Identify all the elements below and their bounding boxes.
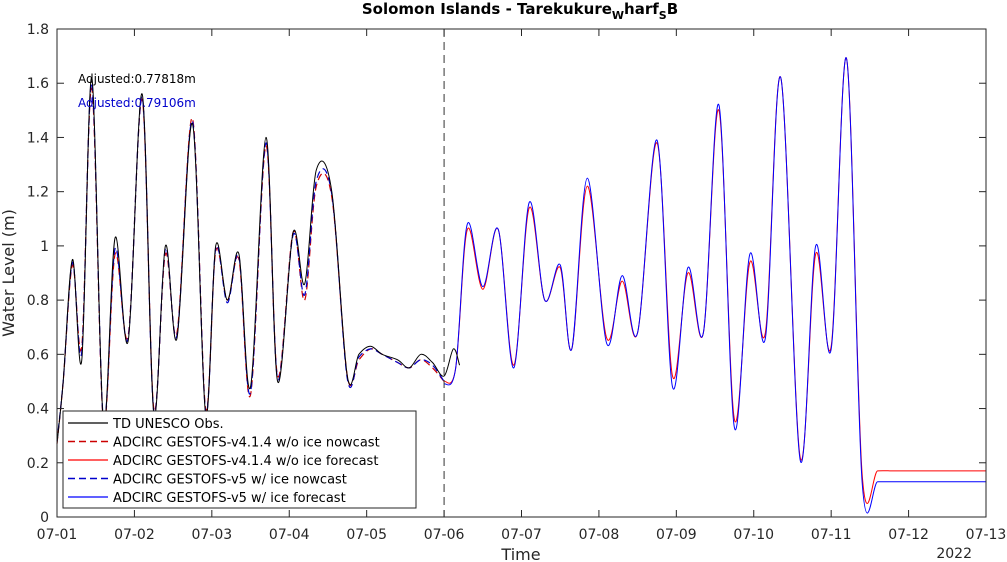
y-tick-label: 0.2 <box>27 456 49 472</box>
title-part: S <box>659 9 667 22</box>
y-axis-label: Water Level (m) <box>0 209 18 337</box>
series-line-3 <box>56 82 445 442</box>
adjusted-annotation-1: Adjusted:0.77818m <box>78 72 196 86</box>
x-tick-label: 07-08 <box>579 527 620 543</box>
y-tick-label: 1.6 <box>27 76 49 92</box>
y-tick-label: 0 <box>40 510 49 526</box>
x-tick-label: 07-03 <box>191 527 232 543</box>
x-tick-label: 07-11 <box>811 527 852 543</box>
y-axis: 0 0.2 0.4 0.6 0.8 1 1.2 1.4 1.6 1.8 <box>27 22 986 526</box>
legend-entry: ADCIRC GESTOFS-v4.1.4 w/o ice forecast <box>113 454 378 469</box>
legend-entry: ADCIRC GESTOFS-v5 w/ ice forecast <box>113 491 346 506</box>
x-tick-label: 07-01 <box>37 527 78 543</box>
series-line-4 <box>443 57 986 514</box>
y-tick-label: 1 <box>40 239 49 255</box>
title-part: B <box>667 0 678 18</box>
legend-entry: ADCIRC GESTOFS-v4.1.4 w/o ice nowcast <box>113 436 380 451</box>
title-part: Solomon Islands - Tarekukure <box>362 0 612 18</box>
y-tick-label: 0.6 <box>27 347 49 363</box>
x-tick-label: 07-06 <box>424 527 465 543</box>
y-tick-label: 1.4 <box>27 130 49 146</box>
x-tick-label: 07-04 <box>269 527 310 543</box>
x-tick-label: 07-02 <box>114 527 155 543</box>
y-tick-label: 1.2 <box>27 185 49 201</box>
x-axis-label: Time <box>500 545 540 562</box>
legend-box <box>62 410 417 509</box>
x-tick-label: 07-12 <box>888 527 929 543</box>
legend-entry: TD UNESCO Obs. <box>112 417 224 432</box>
y-tick-label: 0.4 <box>27 402 49 418</box>
x-tick-label: 07-07 <box>501 527 542 543</box>
x-axis: 07-01 07-02 07-03 07-04 07-05 07-06 07-07 07-08… <box>37 29 1007 543</box>
x-tick-label: 07-10 <box>733 527 774 543</box>
y-tick-label: 0.8 <box>27 293 49 309</box>
y-tick-label: 1.8 <box>27 22 49 38</box>
adjusted-annotation-2: Adjusted:0.79106m <box>78 96 196 110</box>
x-tick-label: 07-09 <box>656 527 697 543</box>
x-tick-label: 07-13 <box>966 527 1007 543</box>
title-part: harf <box>624 0 659 18</box>
x-tick-label: 07-05 <box>346 527 387 543</box>
chart-title: Solomon Islands - TarekukureWharfSB <box>362 0 678 22</box>
legend-entry: ADCIRC GESTOFS-v5 w/ ice nowcast <box>113 473 347 488</box>
legend: TD UNESCO Obs. ADCIRC GESTOFS-v4.1.4 w/o … <box>62 410 417 509</box>
year-label: 2022 <box>936 546 972 562</box>
title-part: W <box>612 9 624 22</box>
